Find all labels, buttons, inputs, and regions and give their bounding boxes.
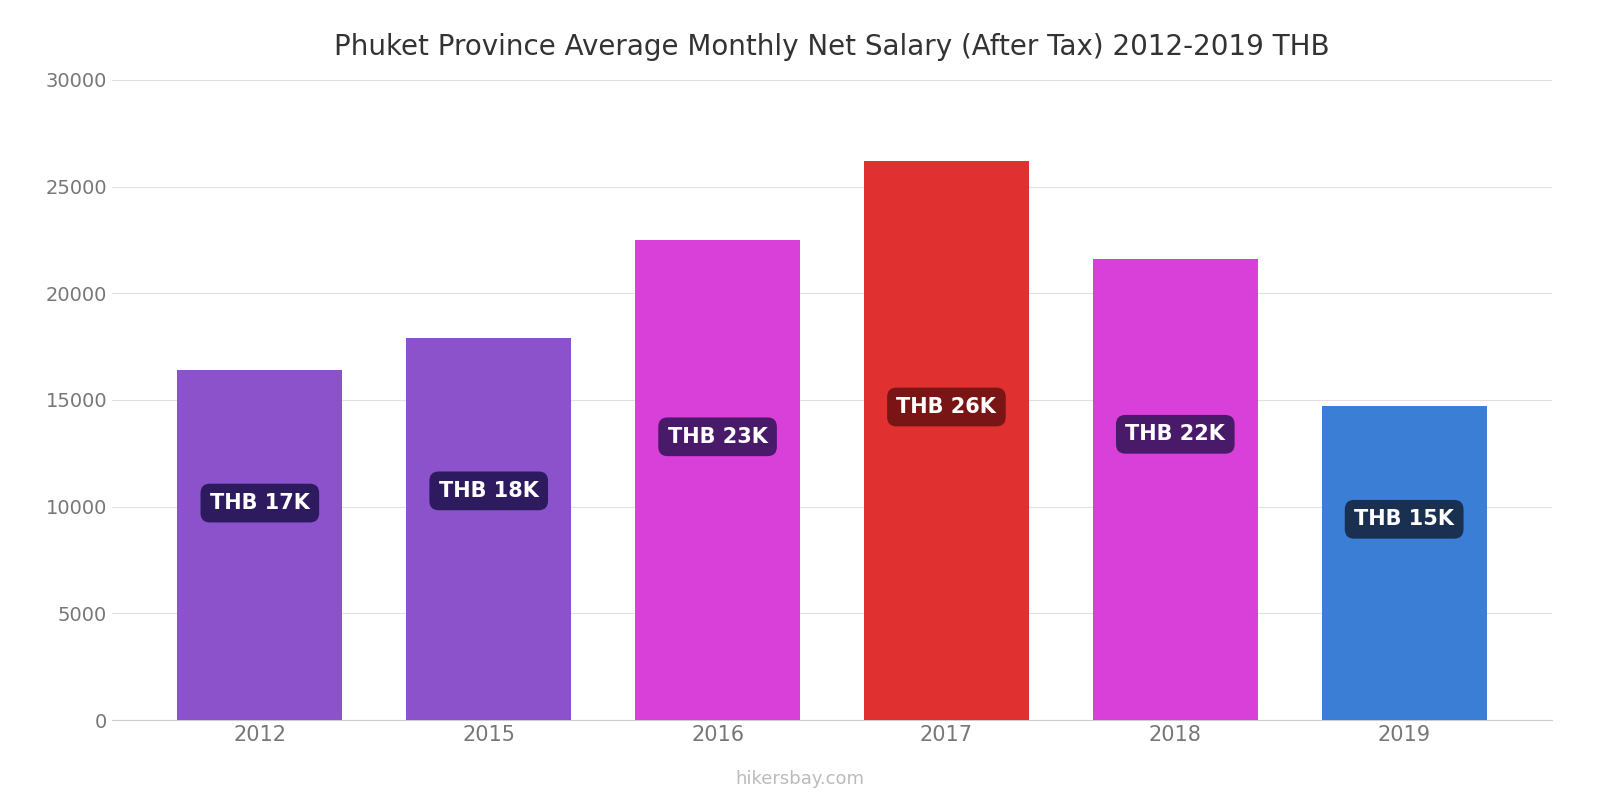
Text: THB 15K: THB 15K (1354, 510, 1454, 530)
Bar (635, 240, 800, 720)
Text: THB 22K: THB 22K (1125, 424, 1226, 444)
Title: Phuket Province Average Monthly Net Salary (After Tax) 2012-2019 THB: Phuket Province Average Monthly Net Sala… (334, 33, 1330, 61)
Text: THB 23K: THB 23K (667, 426, 768, 446)
Text: THB 17K: THB 17K (210, 493, 310, 513)
Text: THB 18K: THB 18K (438, 481, 539, 501)
Bar (1093, 259, 1258, 720)
Bar (1322, 406, 1486, 720)
Text: THB 26K: THB 26K (896, 397, 997, 417)
Bar (178, 370, 342, 720)
Bar (406, 338, 571, 720)
Text: hikersbay.com: hikersbay.com (736, 770, 864, 788)
Bar (864, 161, 1029, 720)
